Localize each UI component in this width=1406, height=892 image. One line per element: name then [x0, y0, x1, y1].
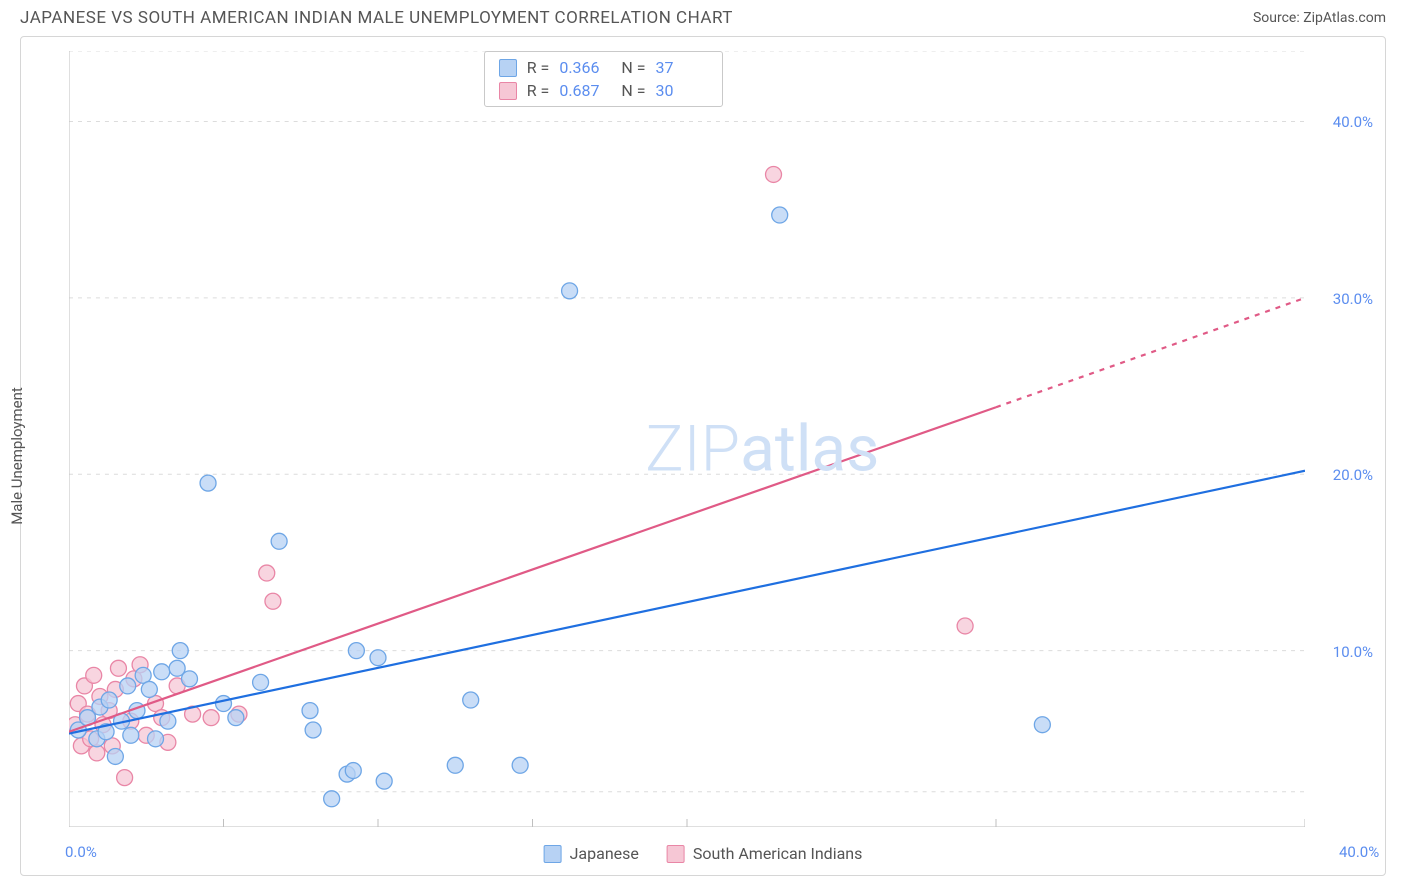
stats-legend: R = 0.366 N = 37 R = 0.687 N = 30 — [484, 51, 723, 107]
legend-swatch — [544, 845, 562, 863]
legend-label: South American Indians — [693, 844, 863, 863]
chart-title: JAPANESE VS SOUTH AMERICAN INDIAN MALE U… — [20, 8, 733, 28]
scatter-plot-svg — [69, 51, 1305, 827]
chart-container: Male Unemployment ZIPatlas 10.0%20.0%30.… — [20, 36, 1386, 876]
series-legend: Japanese South American Indians — [544, 844, 863, 863]
source-label: Source: — [1253, 10, 1303, 26]
legend-item: Japanese — [544, 844, 639, 863]
n-label: N = — [621, 81, 645, 100]
legend-swatch — [667, 845, 685, 863]
y-tick-label: 40.0% — [1333, 113, 1373, 131]
r-label: R = — [527, 58, 550, 77]
n-value: 37 — [656, 58, 708, 77]
y-tick-label: 30.0% — [1333, 290, 1373, 308]
y-tick-label: 10.0% — [1333, 643, 1373, 661]
stats-legend-row: R = 0.687 N = 30 — [485, 79, 722, 102]
r-value: 0.687 — [559, 81, 611, 100]
n-value: 30 — [656, 81, 708, 100]
legend-item: South American Indians — [667, 844, 863, 863]
y-axis-label: Male Unemployment — [8, 387, 26, 525]
r-label: R = — [527, 81, 550, 100]
legend-swatch — [499, 82, 517, 100]
r-value: 0.366 — [559, 58, 611, 77]
source-name: ZipAtlas.com — [1303, 10, 1386, 26]
y-tick-label: 20.0% — [1333, 466, 1373, 484]
legend-swatch — [499, 59, 517, 77]
x-tick-label: 0.0% — [65, 843, 97, 861]
x-tick-label: 40.0% — [1339, 843, 1379, 861]
n-label: N = — [621, 58, 645, 77]
legend-label: Japanese — [570, 844, 639, 863]
source-attribution: Source: ZipAtlas.com — [1253, 10, 1386, 26]
stats-legend-row: R = 0.366 N = 37 — [485, 56, 722, 79]
plot-area: ZIPatlas — [69, 51, 1305, 827]
